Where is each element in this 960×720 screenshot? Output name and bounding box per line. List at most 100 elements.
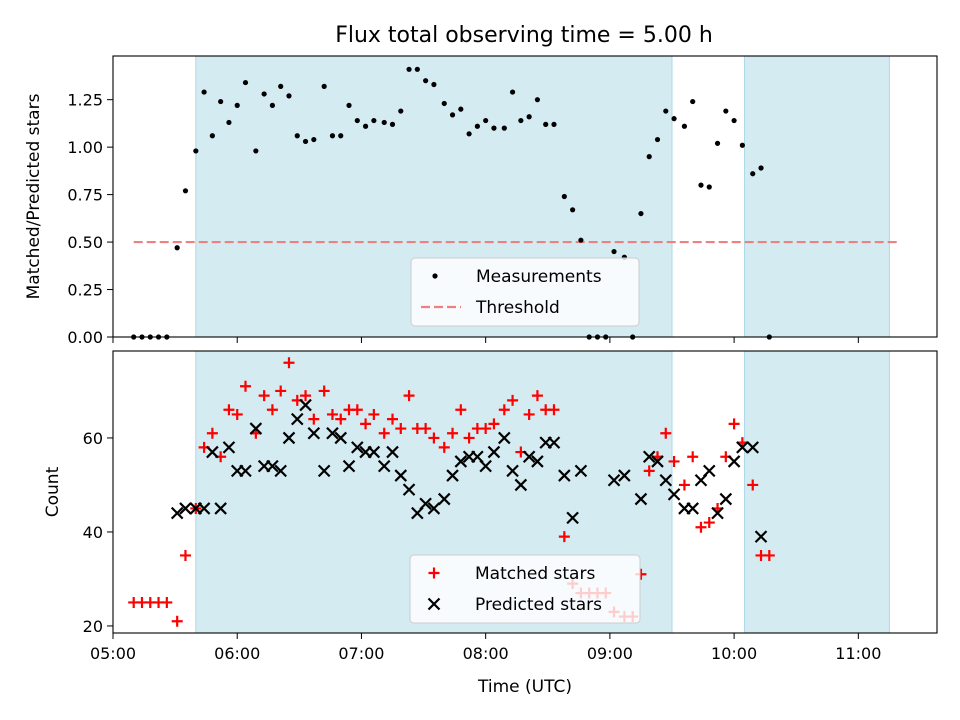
data-point [698,182,704,188]
data-point [307,426,321,440]
legend-marker [427,597,441,611]
data-point [739,142,745,148]
data-point [714,140,721,146]
data-point [431,81,437,88]
data-point [607,473,621,487]
legend-marker [428,567,440,579]
data-point [514,478,528,492]
data-point [386,413,398,425]
y-tick-label: 0.00 [67,328,103,347]
x-tick-label: 05:00 [90,644,136,663]
lower-panel: 20 40 60 05:00 06:00 07:00 08:00 09:00 10:00 11:0… [43,350,938,697]
legend: Matched stars Predicted stars [409,554,641,624]
data-point [206,427,218,439]
data-point [182,188,189,194]
data-point [223,404,235,416]
data-point [547,436,561,449]
shaded-interval [743,350,890,634]
y-tick-label: 60 [83,429,103,448]
data-point [526,114,532,120]
data-point [414,66,420,72]
data-point [193,148,199,154]
data-point [483,117,489,124]
data-point [518,117,524,124]
data-point [321,83,327,89]
data-point [548,404,560,416]
data-point [278,83,284,89]
data-point [428,432,440,444]
data-point [509,89,516,95]
data-point [381,119,387,126]
data-point [258,390,270,402]
data-point [346,102,352,108]
data-point [226,119,232,126]
data-point [454,455,468,468]
legend-label: Threshold [475,298,560,318]
data-point [447,427,459,439]
data-point [360,418,372,430]
data-point [731,117,737,124]
upper-panel: 0.00 0.25 0.50 0.75 1.00 1.25 Matched/Predicte… [24,55,938,347]
data-point [668,455,680,467]
data-point [543,121,549,127]
data-point [727,455,741,468]
data-point [558,469,571,482]
data-point [240,380,252,392]
data-point [218,98,224,105]
data-point [406,66,412,72]
y-tick-label: 1.25 [67,91,103,110]
data-point [458,106,464,112]
data-point [711,506,724,520]
data-point [419,497,432,511]
data-point [266,459,279,473]
data-point [719,492,733,506]
data-point [214,502,227,515]
data-point [269,102,276,108]
data-point [351,404,363,416]
data-point [249,422,263,435]
data-point [290,412,304,426]
data-point [231,408,243,420]
data-point [501,125,507,131]
data-point [300,390,312,402]
data-point [498,431,511,445]
data-point [498,404,510,416]
data-point [197,502,211,515]
data-point [531,390,543,402]
data-point [302,138,309,145]
data-point [179,502,192,515]
data-point [667,488,681,501]
data-point [747,479,759,491]
x-tick-label: 08:00 [463,644,509,663]
data-point [326,408,338,420]
data-point [638,210,644,217]
y-tick-label: 0.50 [67,233,103,252]
data-point [463,432,475,444]
y-tick-label: 0.25 [67,281,103,300]
data-point [763,549,775,561]
data-point [686,502,699,515]
data-point [523,408,535,420]
shaded-interval [743,55,890,338]
legend-label: Measurements [476,267,602,287]
data-point [398,108,404,114]
data-point [611,248,617,255]
chart-title: Flux total observing time = 5.00 h [335,23,713,48]
data-point [403,390,415,402]
data-point [690,98,696,105]
data-point [551,121,557,127]
legend-box [410,257,640,327]
data-point [455,404,467,416]
data-point [311,136,317,143]
data-point [367,445,381,459]
data-point [338,133,344,139]
data-point [395,423,407,435]
y-tick-label: 0.75 [67,186,103,205]
data-point [317,464,331,478]
data-point [449,112,456,118]
data-point [570,207,576,213]
y-tick-label: 20 [83,617,103,636]
data-point [234,102,240,108]
data-point [558,531,570,543]
